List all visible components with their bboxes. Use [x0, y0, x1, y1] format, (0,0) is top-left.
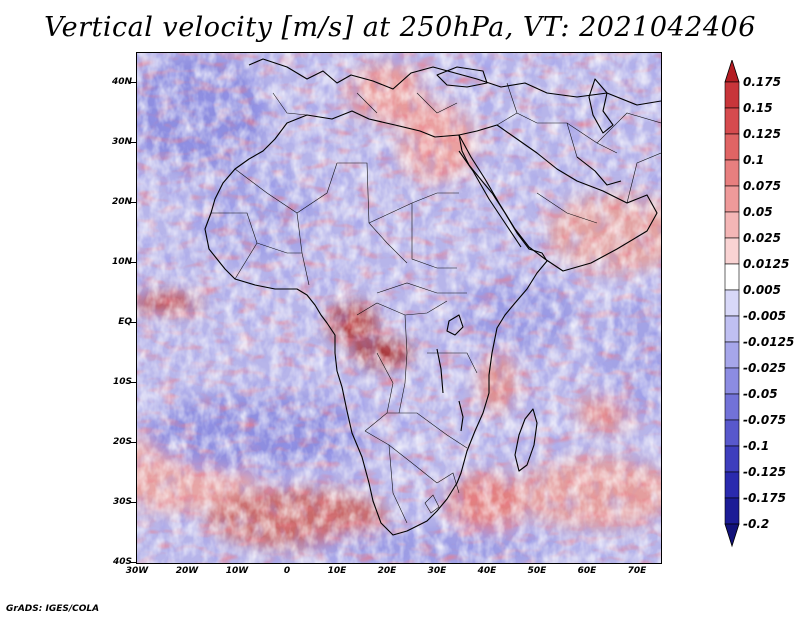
- lat-tickmark: [130, 262, 136, 263]
- lat-tickmark: [130, 82, 136, 83]
- colorbar-label: -0.125: [743, 465, 786, 479]
- red-sea: [458, 150, 522, 248]
- colorbar-label: -0.025: [743, 361, 786, 375]
- lake-malawi: [458, 400, 464, 432]
- colorbar-segment: [724, 185, 740, 213]
- persian-gulf: [576, 156, 622, 186]
- colorbar-segment: [724, 341, 740, 369]
- black-sea: [436, 66, 488, 88]
- lat-tickmark: [130, 562, 136, 563]
- country-borders: [211, 82, 661, 524]
- colorbar-segment: [724, 471, 740, 499]
- colorbar-segment: [724, 445, 740, 473]
- lat-label: 40N: [111, 77, 132, 87]
- lat-tickmark: [130, 502, 136, 503]
- lat-tickmark: [130, 202, 136, 203]
- colorbar-bottom-arrow: [724, 523, 740, 548]
- colorbar-segment: [724, 263, 740, 291]
- colorbar-segment: [724, 237, 740, 265]
- colorbar-label: -0.05: [743, 387, 778, 401]
- colorbar-label: 0.05: [743, 205, 773, 219]
- colorbar-segment: [724, 81, 740, 109]
- caspian-sea: [588, 78, 614, 134]
- africa-coastline: [204, 110, 548, 536]
- colorbar-label: 0.025: [743, 231, 781, 245]
- lat-label: 20S: [112, 437, 132, 447]
- map-plot-area: [136, 52, 662, 564]
- colorbar-segment: [724, 211, 740, 239]
- lat-label: 30N: [111, 137, 132, 147]
- lat-label: 10S: [112, 377, 132, 387]
- colorbar-label: 0.175: [743, 75, 781, 89]
- colorbar-segment: [724, 393, 740, 421]
- lat-label: 30S: [112, 497, 132, 507]
- lat-tickmark: [130, 442, 136, 443]
- coastlines: [204, 58, 661, 536]
- vertical-velocity-map: [137, 53, 661, 563]
- lat-tickmark: [130, 322, 136, 323]
- europe-coastline: [248, 58, 661, 106]
- lon-label: 30E: [427, 566, 447, 576]
- lon-label: 10E: [327, 566, 347, 576]
- lon-label: 40E: [477, 566, 497, 576]
- lon-label: 20E: [377, 566, 397, 576]
- colorbar-segment: [724, 497, 740, 525]
- colorbar-label: -0.075: [743, 413, 786, 427]
- lon-label: 70E: [627, 566, 647, 576]
- lon-label: 50E: [527, 566, 547, 576]
- colorbar-segment: [724, 107, 740, 135]
- colorbar-label: 0.0125: [743, 257, 790, 271]
- lake-victoria: [446, 314, 464, 336]
- colorbar-label: -0.0125: [743, 335, 795, 349]
- colorbar-label: 0.1: [743, 153, 765, 167]
- arabia-coastline: [458, 124, 658, 272]
- lon-label: 60E: [577, 566, 597, 576]
- colorbar-label: 0.15: [743, 101, 773, 115]
- colorbar-label: -0.005: [743, 309, 786, 323]
- colorbar: [724, 60, 740, 548]
- colorbar-segment: [724, 367, 740, 395]
- colorbar-segment: [724, 133, 740, 161]
- white-texture: [137, 53, 661, 563]
- lon-label: 10W: [225, 566, 249, 576]
- colorbar-segment: [724, 419, 740, 447]
- madagascar-coastline: [514, 408, 538, 472]
- lat-label: EQ: [118, 317, 132, 327]
- lake-tanganyika: [436, 348, 444, 394]
- lat-tickmark: [130, 142, 136, 143]
- lat-label: 40S: [112, 557, 132, 567]
- grads-credit: GrADS: IGES/COLA: [6, 604, 100, 614]
- lon-label: 30W: [125, 566, 149, 576]
- colorbar-label: -0.1: [743, 439, 770, 453]
- colorbar-segment: [724, 315, 740, 343]
- colorbar-label: 0.125: [743, 127, 781, 141]
- lat-label: 20N: [111, 197, 132, 207]
- colorbar-label: 0.075: [743, 179, 781, 193]
- lon-label: 20W: [175, 566, 199, 576]
- colorbar-label: -0.2: [743, 517, 770, 531]
- colorbar-segment: [724, 289, 740, 317]
- colorbar-top-arrow: [724, 60, 740, 83]
- lon-label: 0: [283, 566, 291, 576]
- lat-label: 10N: [111, 257, 132, 267]
- colorbar-label: 0.005: [743, 283, 781, 297]
- colorbar-label: -0.175: [743, 491, 786, 505]
- colorbar-segment: [724, 159, 740, 187]
- lat-tickmark: [130, 382, 136, 383]
- chart-title: Vertical velocity [m/s] at 250hPa, VT: 2…: [44, 12, 756, 43]
